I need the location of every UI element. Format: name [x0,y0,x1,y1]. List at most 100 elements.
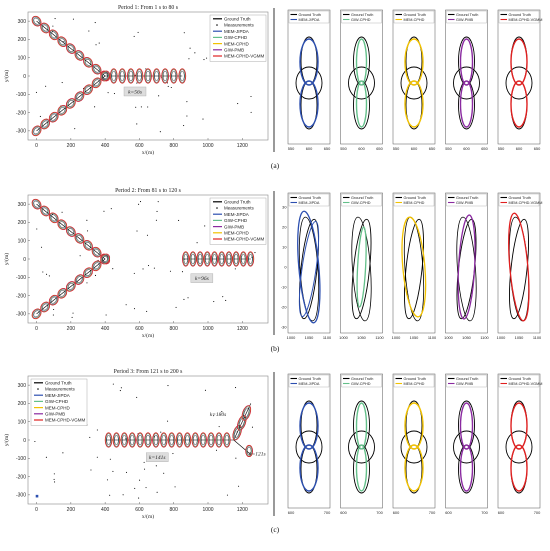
measurement-point [145,68,147,70]
measurement-point [237,103,239,105]
zoom-plot-frame [340,192,383,334]
zoom-x-tick-label: 600 [498,510,505,515]
measurement-point [134,74,136,76]
measurement-point [183,125,185,127]
ground-truth-extent [177,434,182,446]
zoom-legend-label: MEM-JIPDA [299,201,320,205]
measurement-point [215,449,218,451]
zoom-legend-label: Ground Truth [299,13,321,17]
extent-ellipse [152,68,161,84]
ground-truth-extent [85,86,91,94]
measurement-point [96,429,98,431]
ground-truth-extent [153,434,158,446]
extent-ellipse [118,68,127,84]
ground-truth-extent [106,434,111,446]
zoom-x-tick-label: 700 [324,510,331,515]
extent-ellipse [40,205,51,217]
zoom-legend-box [446,10,487,24]
measurement-point [42,271,44,273]
estimated-extent [298,220,320,318]
y-tick-label: -200 [16,293,26,299]
measurement-point [98,42,100,44]
ground-truth-extent [93,248,100,256]
zoom-legend-label: Ground Truth [509,377,531,381]
y-tick-label: -100 [16,275,26,281]
zoom-plot-frame [445,192,488,334]
measurement-point [139,201,142,203]
zoom-x-tick-label: 650 [481,146,488,151]
ground-truth-extent [241,253,246,265]
ground-truth-extent [246,447,252,455]
ground-truth-extent [76,276,83,283]
zoom-x-tick-label: 650 [376,146,383,151]
annotation-label: k=56s [128,89,142,95]
ground-truth-extent [76,52,83,59]
measurement-point [96,456,98,458]
y-tick-label: -100 [16,92,26,98]
ground-truth-extent [50,31,57,39]
extent-ellipse [31,198,42,210]
zoom-legend-label: Ground Truth [351,196,373,200]
x-tick-label: 400 [101,326,110,332]
ground-truth-extent [234,253,239,265]
zoom-x-tick-label: 550 [498,146,505,151]
annotation-label: k=141s [149,454,166,461]
ground-truth-extent [50,296,57,304]
legend-marker [37,388,39,390]
legend-label: MEM-CPHD-VGMM [224,237,264,242]
measurement-point [79,255,81,257]
x-tick-label: 1000 [202,507,213,513]
ground-truth-extent [162,70,168,82]
legend-label: Ground Truth [224,17,251,22]
legend-label: GIW-CPHD [224,35,248,40]
ground-truth-extent [505,430,533,464]
measurement-point [120,387,122,389]
measurement-point [86,230,89,232]
extent-ellipse [91,77,102,89]
y-tick-label: 200 [18,220,27,226]
panel-row: Period 2: From 81 s to 120 s0 200 400 600 80… [3,188,542,353]
ground-truth-extent [67,100,74,107]
extent-ellipse [199,432,207,448]
measurement-point [139,479,141,481]
ground-truth-extent [102,72,109,80]
zoom-x-tick-label: 600 [306,146,313,151]
measurement-point [146,234,149,236]
measurement-point [235,457,237,459]
zoom-x-tick-label: 1050 [462,335,471,340]
extent-ellipse [175,432,184,448]
zoom-x-tick-label: 1100 [480,335,489,340]
measurement-point [250,111,252,113]
zoom-legend-label: GIW-CPHD [351,382,371,386]
ground-truth-extent [67,45,74,52]
zoom-legend-label: GIW-CPHD [351,201,371,205]
x-tick-label: 0 [35,326,38,332]
ground-truth-extent [130,434,135,446]
ground-truth-extent [59,289,66,297]
zoom-legend-box [446,193,487,207]
zoom-x-tick-label: 550 [288,146,295,151]
y-tick-label: -200 [16,110,26,116]
zoom-legend-label: Ground Truth [456,196,478,200]
ground-truth-extent [93,65,100,73]
zoom-x-tick-label: 600 [463,146,470,151]
zoom-x-tick-label: 650 [324,146,331,151]
ground-truth-extent [400,66,428,100]
zoom-legend-label: MEM-CPHD-VGMM [509,382,543,386]
y-tick-label: 200 [18,401,27,407]
x-tick-label: 200 [67,143,76,149]
extent-ellipse [31,125,42,137]
measurement-point [155,219,157,221]
zoom-plot-frame [497,192,541,334]
legend-label: MEM-CPHD-VGMM [45,418,85,423]
extent-ellipse [152,432,160,448]
zoom-x-tick-label: 1000 [444,335,453,340]
measurement-point [147,106,149,108]
legend-label: MEM-CPHD [224,231,249,236]
measurement-point [86,282,88,284]
zoom-legend-box [288,193,330,207]
